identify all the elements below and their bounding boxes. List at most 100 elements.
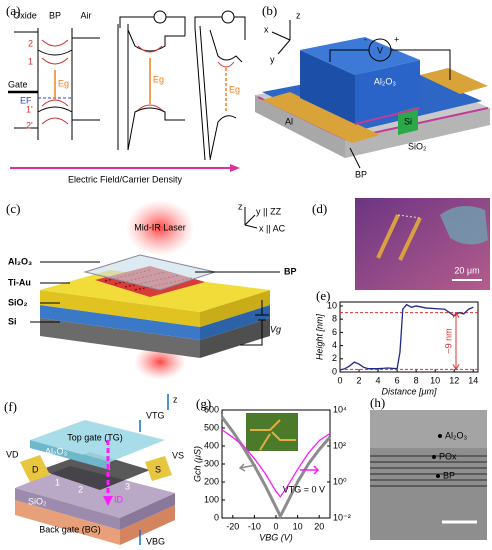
flake-label: BP bbox=[284, 266, 297, 276]
x-axis-label: Distance [μm] bbox=[382, 386, 437, 396]
layer-label: Oxide bbox=[13, 10, 37, 20]
material-label: SiO₂ bbox=[408, 141, 427, 151]
device-b-part bbox=[398, 107, 418, 135]
scale-bar-label: 20 μm bbox=[454, 265, 479, 275]
y-tick-label: 8 bbox=[332, 314, 337, 324]
x-tick-label: 6 bbox=[395, 375, 400, 385]
tem-image-part bbox=[432, 455, 436, 459]
band-diagrams-part bbox=[41, 39, 69, 125]
device-b-part bbox=[354, 107, 421, 125]
band-diagrams-part bbox=[119, 16, 186, 36]
x-tick-label: 12 bbox=[449, 375, 459, 385]
tem-image bbox=[370, 410, 487, 540]
device-f-part bbox=[120, 493, 175, 530]
axis-label: z bbox=[238, 201, 243, 211]
y2-tick-label: 10⁻² bbox=[333, 512, 351, 522]
axis-label: x || AC bbox=[259, 223, 286, 233]
device-c-part-part bbox=[30, 261, 280, 323]
contact-label: 2 bbox=[78, 484, 83, 494]
device-b-part bbox=[345, 108, 490, 158]
device-b-part-part bbox=[349, 147, 361, 169]
device-f-part bbox=[20, 455, 50, 482]
device-b-part bbox=[300, 37, 420, 75]
device-f-part-part bbox=[139, 394, 169, 545]
device-f-part bbox=[30, 440, 110, 470]
voltage-label: VS bbox=[172, 450, 184, 460]
layer-label: Si bbox=[8, 316, 17, 326]
panel-label: (c) bbox=[6, 201, 20, 216]
y-tick-label: 300 bbox=[204, 458, 219, 468]
plot-frame bbox=[339, 301, 479, 373]
band-diagrams-part bbox=[194, 16, 246, 40]
gate-label: Gate bbox=[8, 79, 28, 89]
device-f-part bbox=[106, 394, 169, 545]
y-tick-label: 400 bbox=[204, 440, 219, 450]
device-c-part bbox=[40, 305, 200, 340]
device-f-part bbox=[120, 505, 175, 545]
axis-label: z bbox=[173, 394, 178, 404]
axis-label: x bbox=[264, 24, 269, 34]
layer-label: POx bbox=[439, 451, 457, 461]
device-b-part bbox=[262, 92, 380, 143]
panel-label: (e) bbox=[316, 288, 330, 303]
y-tick-label: 200 bbox=[204, 476, 219, 486]
layer-label: SiO₂ bbox=[8, 297, 28, 307]
level-label: 1 bbox=[28, 56, 33, 66]
layer-label: Al₂O₃ bbox=[8, 256, 32, 266]
gap-label: Eg bbox=[153, 74, 164, 84]
contact-label: 3 bbox=[125, 481, 130, 491]
electrode-label: S bbox=[155, 464, 161, 474]
device-f-part bbox=[103, 496, 113, 506]
device-b-part bbox=[300, 50, 355, 124]
band-diagrams-part bbox=[117, 24, 129, 150]
band-diagrams bbox=[8, 10, 246, 172]
axis-label: z bbox=[296, 10, 301, 20]
axis-label: Electric Field/Carrier Density bbox=[68, 174, 183, 184]
series-line bbox=[221, 429, 331, 498]
device-b-part-part bbox=[271, 20, 291, 55]
device-c-part-part bbox=[240, 300, 269, 346]
fermi-label: EF bbox=[20, 95, 32, 105]
device-c-part bbox=[200, 318, 270, 358]
band-diagrams-part bbox=[127, 107, 185, 151]
level-label: 2' bbox=[26, 120, 33, 130]
gap-label: Eg bbox=[58, 78, 69, 88]
layer-label: Al₂O₃ bbox=[445, 430, 467, 440]
y2-tick-label: 10² bbox=[333, 440, 346, 450]
level-label: 1' bbox=[26, 104, 33, 114]
legend-arrow bbox=[300, 465, 320, 475]
device-c-part bbox=[30, 207, 280, 346]
band-diagrams-part bbox=[194, 25, 211, 161]
band-diagrams-part bbox=[14, 31, 100, 56]
tem-image-part bbox=[370, 455, 487, 487]
tem-image-part bbox=[370, 410, 487, 448]
legend-arrow bbox=[238, 463, 257, 472]
inset-photo bbox=[246, 413, 298, 451]
device-b-part-part bbox=[329, 49, 451, 80]
device-f-part bbox=[15, 466, 175, 518]
y-tick-label: 4 bbox=[332, 340, 337, 350]
y2-tick-label: 10⁴ bbox=[333, 404, 347, 414]
tem-image-part bbox=[436, 474, 440, 478]
device-c-part-part bbox=[244, 207, 258, 229]
panel-label: (a) bbox=[6, 3, 20, 18]
y-tick-label: 600 bbox=[204, 404, 219, 414]
device-c-part bbox=[200, 305, 270, 340]
device-b bbox=[255, 20, 490, 169]
y-tick-label: 100 bbox=[204, 494, 219, 504]
material-label: Al bbox=[285, 116, 293, 126]
band-diagrams-part bbox=[230, 164, 240, 172]
x-axis-label: VBG (V) bbox=[259, 532, 293, 542]
level-label: 2 bbox=[28, 38, 33, 48]
device-c bbox=[30, 200, 280, 380]
dielectric-label: SiO₂ bbox=[28, 496, 47, 506]
top-gate-label: Top gate (TG) bbox=[67, 432, 123, 442]
y-axis-label: Gch (μS) bbox=[192, 446, 202, 482]
x-tick-label: -20 bbox=[226, 521, 239, 531]
contact-label: 1 bbox=[55, 477, 60, 487]
x-tick-label: 4 bbox=[376, 375, 381, 385]
x-tick-label: 20 bbox=[314, 521, 324, 531]
device-f-part bbox=[40, 452, 150, 490]
voltage-label: VTG bbox=[146, 410, 165, 420]
